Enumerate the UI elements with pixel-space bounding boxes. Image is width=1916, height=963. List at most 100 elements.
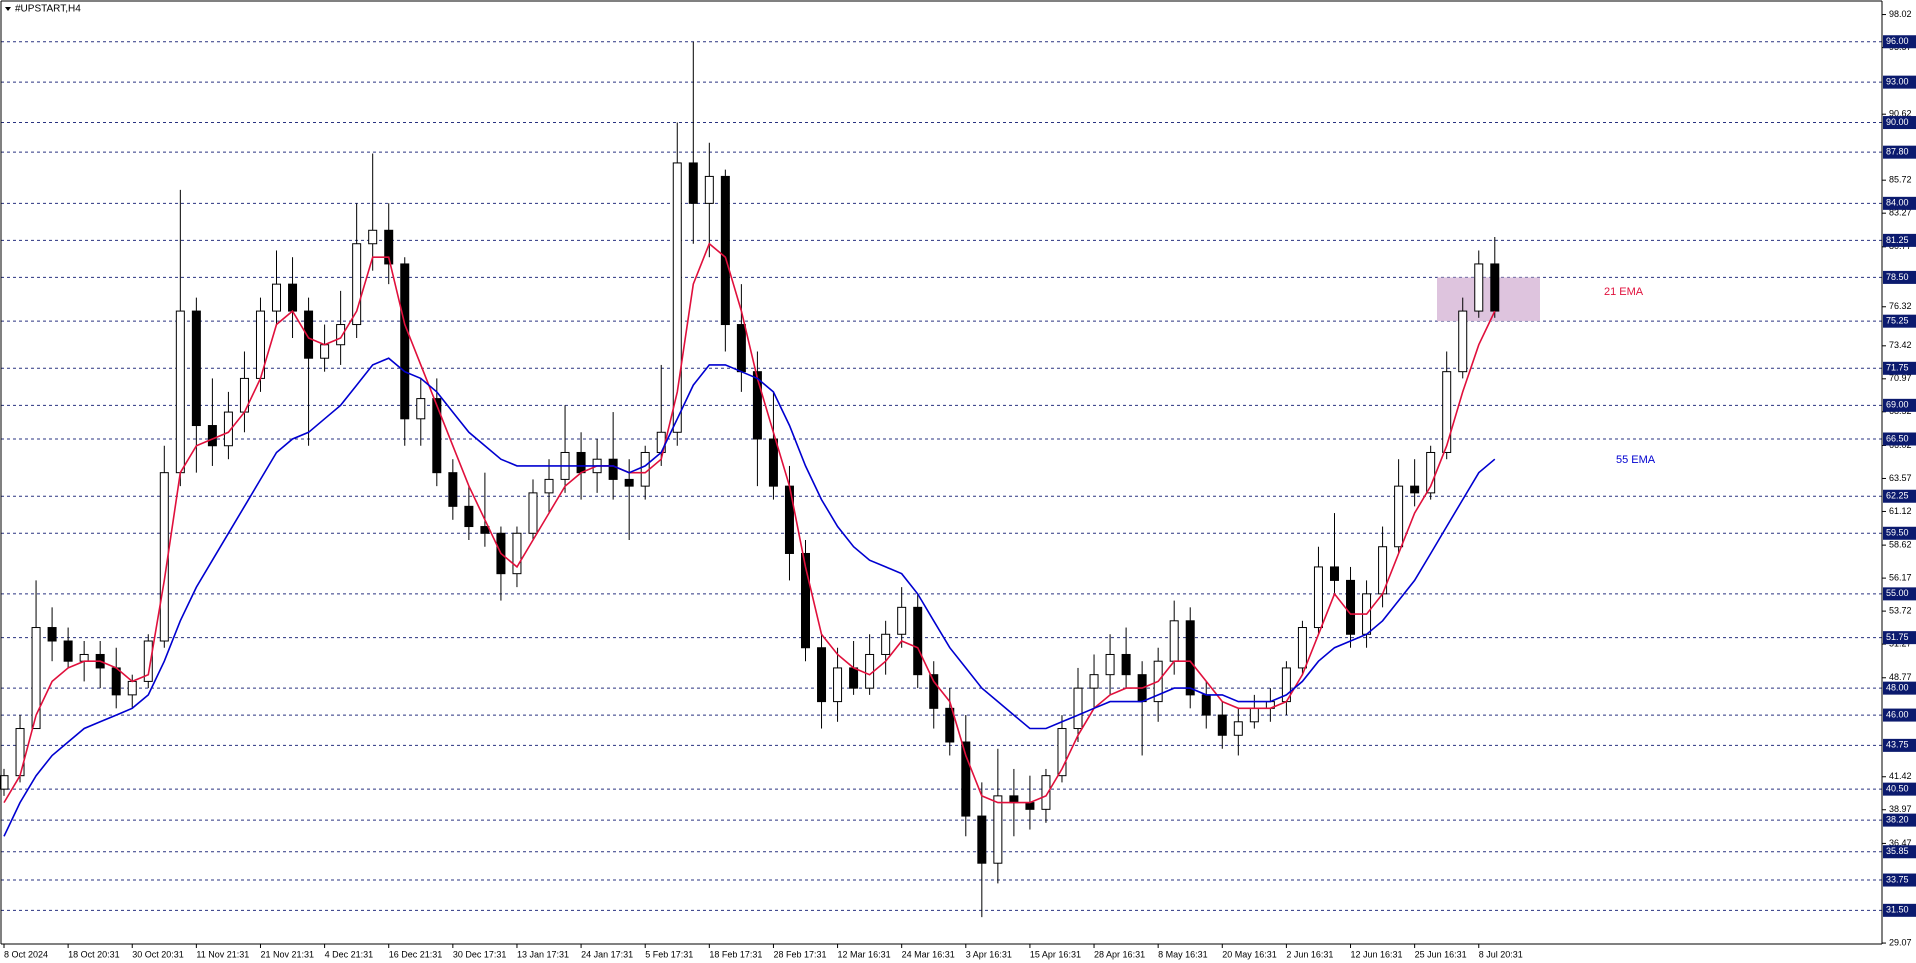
level-label-box <box>1883 116 1916 130</box>
x-tick-label: 8 Jul 20:31 <box>1479 949 1523 959</box>
candle-body <box>1169 620 1179 662</box>
x-tick-label: 12 Jun 16:31 <box>1351 949 1403 959</box>
candle-body <box>1394 485 1404 548</box>
level-label: 43.75 <box>1886 740 1909 750</box>
candle-body <box>1233 721 1243 736</box>
candle-body <box>207 425 217 447</box>
level-label-box <box>1883 738 1916 752</box>
candle-body <box>111 667 121 696</box>
candle-body <box>512 532 522 575</box>
level-label-box <box>1883 196 1916 210</box>
level-label: 40.50 <box>1886 784 1909 794</box>
chart-title: #UPSTART,H4 <box>15 4 81 15</box>
candle-body <box>1346 579 1356 635</box>
x-tick-label: 4 Dec 21:31 <box>325 949 374 959</box>
candle-body <box>768 438 778 487</box>
level-label: 90.00 <box>1886 117 1909 127</box>
x-tick-label: 8 May 16:31 <box>1158 949 1208 959</box>
ema-annotation: 55 EMA <box>1616 454 1656 466</box>
level-label: 71.75 <box>1886 363 1909 373</box>
level-label: 33.75 <box>1886 874 1909 884</box>
level-label-box <box>1883 75 1916 89</box>
y-tick-label: 76.32 <box>1889 301 1912 311</box>
candle-body <box>1217 714 1227 736</box>
level-label: 69.00 <box>1886 400 1909 410</box>
candle-body <box>849 667 859 689</box>
y-tick-label: 36.47 <box>1889 838 1912 848</box>
x-tick-label: 12 Mar 16:31 <box>838 949 891 959</box>
candle-body <box>320 344 330 359</box>
level-label-box <box>1883 432 1916 446</box>
level-label-box <box>1883 845 1916 859</box>
x-tick-label: 30 Dec 17:31 <box>453 949 507 959</box>
zone-layer <box>1437 277 1540 322</box>
candle-body <box>0 775 9 790</box>
level-label-box <box>1883 681 1916 695</box>
level-label-box <box>1883 631 1916 645</box>
level-label-box <box>1883 708 1916 722</box>
x-tick-label: 8 Oct 2024 <box>4 949 48 959</box>
y-tick-label: 53.72 <box>1889 605 1912 615</box>
level-label: 46.00 <box>1886 709 1909 719</box>
level-label: 75.25 <box>1886 316 1909 326</box>
y-tick-label: 98.02 <box>1889 9 1912 19</box>
y-tick-label: 56.17 <box>1889 572 1912 582</box>
candle-body <box>304 310 314 359</box>
candle-body <box>432 398 442 474</box>
candle-body <box>1105 653 1115 676</box>
candle-body <box>624 478 634 487</box>
candles <box>0 41 1500 918</box>
candle-body <box>801 552 810 649</box>
candle-body <box>191 310 201 427</box>
candle-body <box>672 162 682 433</box>
level-label: 84.00 <box>1886 198 1909 208</box>
candle-body <box>945 707 955 743</box>
candle-body <box>127 680 137 696</box>
y-tick-label: 83.27 <box>1889 208 1912 218</box>
level-label: 78.50 <box>1886 272 1909 282</box>
candle-body <box>464 505 474 528</box>
x-tick-label: 25 Jun 16:31 <box>1415 949 1467 959</box>
x-tick-label: 18 Oct 20:31 <box>68 949 120 959</box>
level-label-box <box>1883 587 1916 601</box>
zone <box>1437 277 1540 322</box>
level-label-box <box>1883 361 1916 375</box>
level-label-box <box>1883 526 1916 540</box>
y-tick-label: 29.07 <box>1889 937 1912 947</box>
level-label-box <box>1883 782 1916 796</box>
level-label-box <box>1883 489 1916 503</box>
x-tick-label: 18 Feb 17:31 <box>709 949 762 959</box>
x-tick-label: 24 Mar 16:31 <box>902 949 955 959</box>
candle-body <box>368 229 378 245</box>
x-tick-label: 21 Nov 21:31 <box>260 949 314 959</box>
level-label: 96.00 <box>1886 36 1909 46</box>
level-label-box <box>1883 233 1916 247</box>
candle-body <box>1426 451 1436 494</box>
candle-body <box>143 640 153 682</box>
y-tick-label: 85.72 <box>1889 175 1912 185</box>
level-label-box <box>1883 398 1916 412</box>
levels <box>1 41 1882 911</box>
candle-body <box>1201 694 1211 716</box>
candle-body <box>15 728 25 777</box>
x-tick-label: 2 Jun 16:31 <box>1286 949 1333 959</box>
level-label-box <box>1883 903 1916 917</box>
candle-body <box>736 324 746 373</box>
candle-body <box>1073 687 1083 730</box>
candle-body <box>1313 566 1323 629</box>
level-label: 51.75 <box>1886 632 1909 642</box>
x-tick-label: 24 Jan 17:31 <box>581 949 633 959</box>
candle-body <box>961 741 971 817</box>
candle-body <box>63 640 73 662</box>
candle-body <box>1009 795 1019 804</box>
candle-body <box>79 653 89 662</box>
level-label: 87.80 <box>1886 147 1909 157</box>
candle-body <box>1442 371 1452 453</box>
candle-body <box>1410 485 1420 494</box>
x-tick-label: 20 May 16:31 <box>1222 949 1277 959</box>
candle-body <box>1297 627 1307 669</box>
candle-body <box>833 667 843 703</box>
candle-body <box>47 627 57 642</box>
level-label-box <box>1883 145 1916 159</box>
